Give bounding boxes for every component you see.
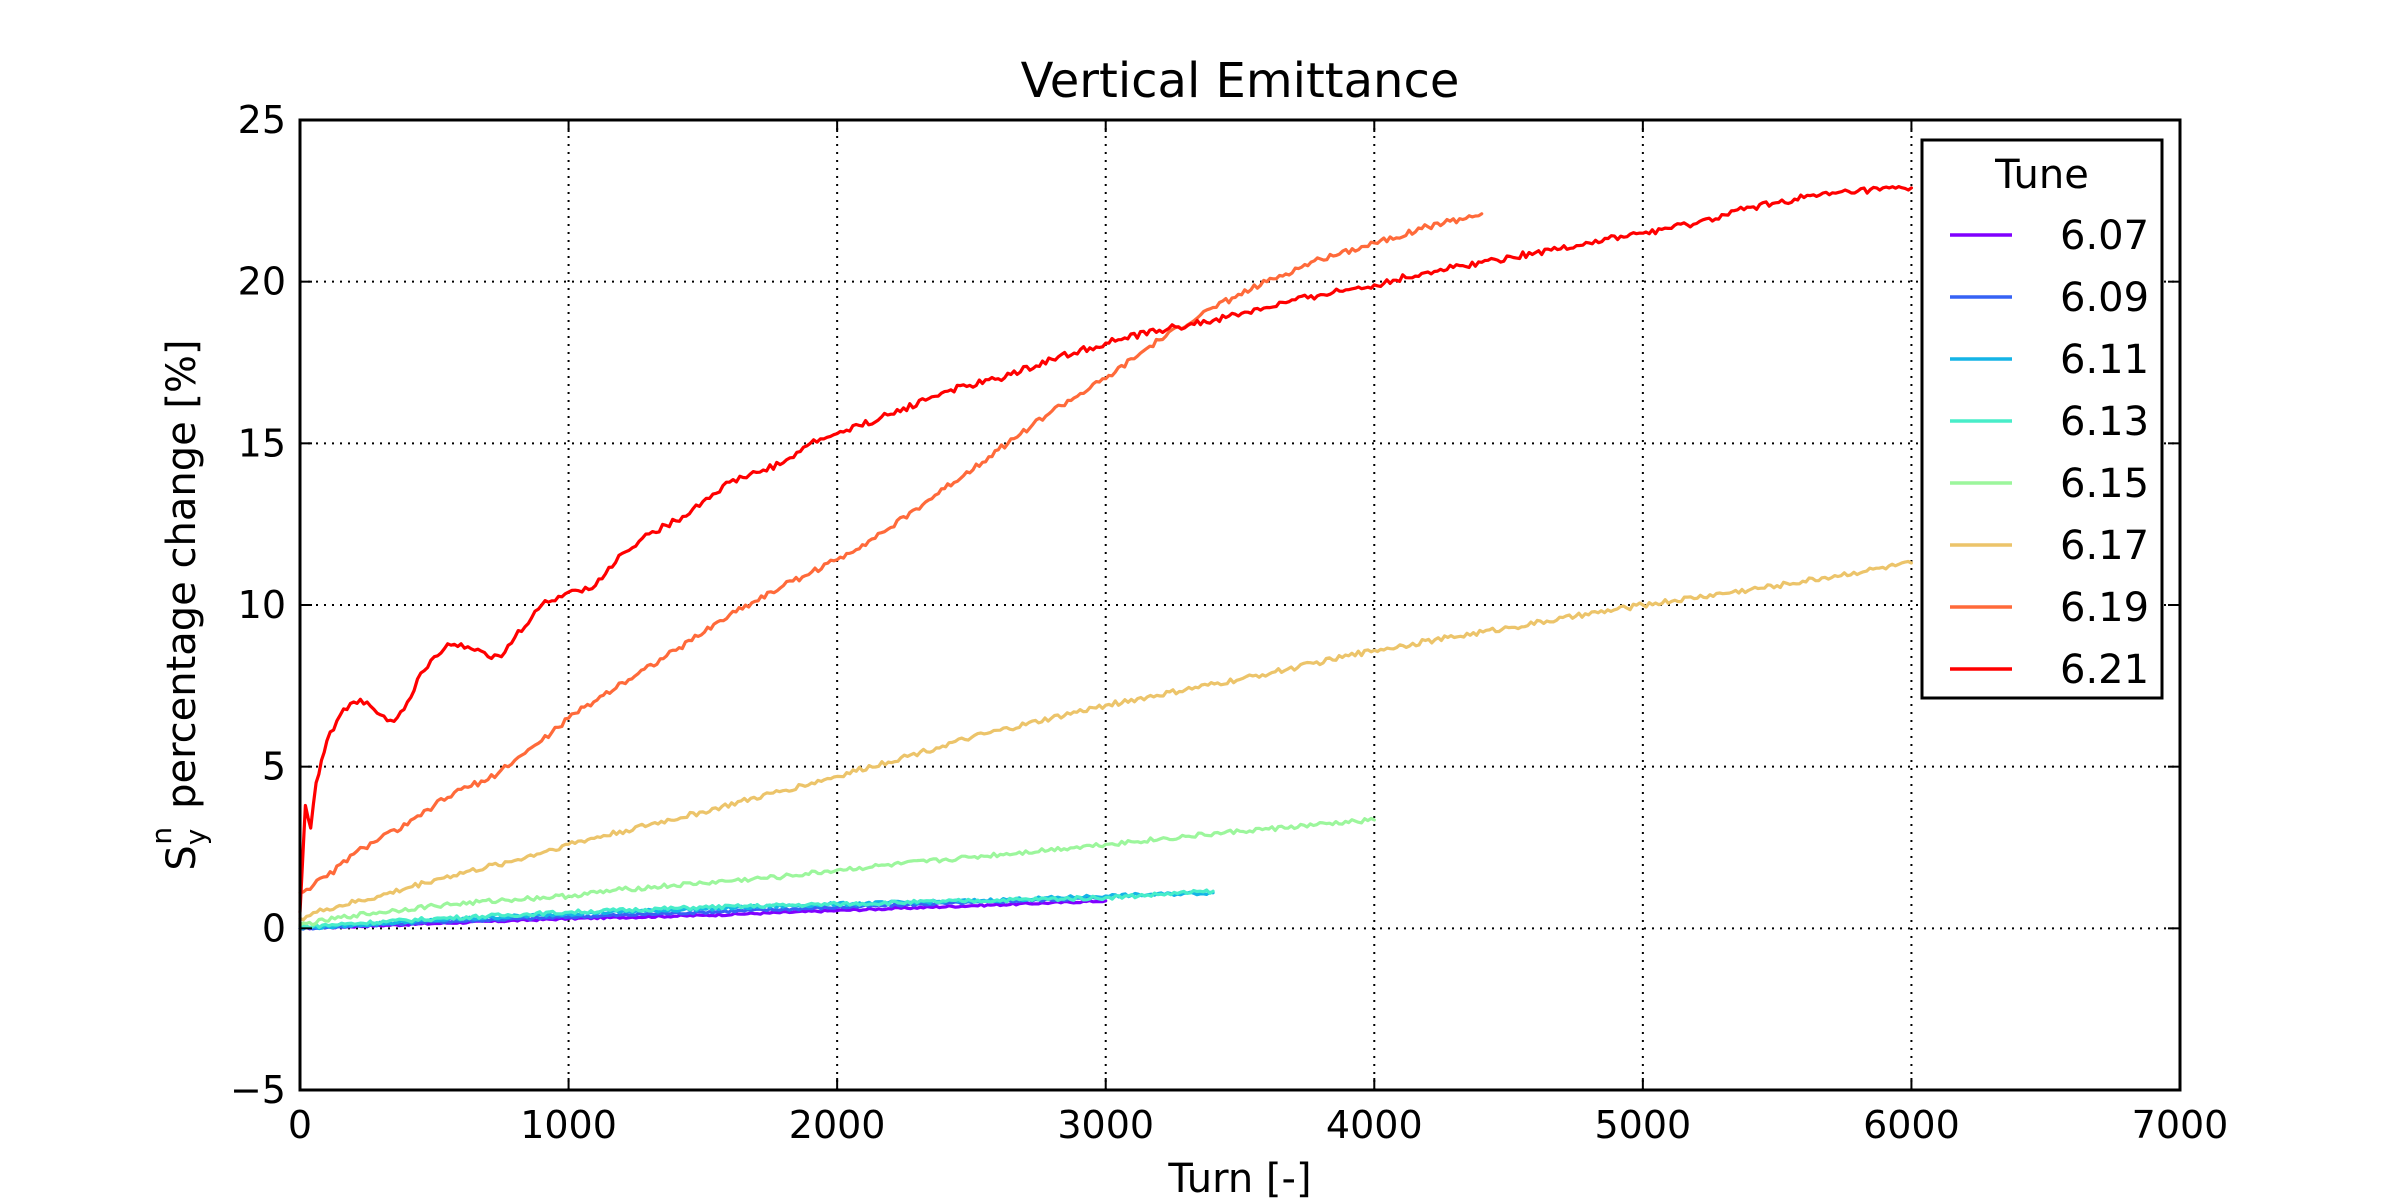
- series-line-6-21: [298, 185, 1914, 914]
- x-axis-label: Turn [-]: [1167, 1156, 1311, 1200]
- y-axis-label-subscript: y: [179, 829, 212, 846]
- legend-label: 6.11: [2060, 337, 2149, 383]
- axis-ticks: [299, 119, 2181, 1091]
- x-tick-label: 4000: [1326, 1103, 1423, 1147]
- legend-label: 6.09: [2060, 275, 2149, 321]
- x-tick-label: 5000: [1594, 1103, 1691, 1147]
- grid-lines: [300, 120, 2180, 1090]
- x-tick-labels: 0 1000 2000 3000 4000 5000 6000 7000: [288, 1103, 2228, 1147]
- y-tick-labels: −5 0 5 10 15 20 25: [230, 98, 286, 1112]
- legend-label: 6.13: [2060, 399, 2149, 445]
- y-tick-label: 5: [262, 745, 286, 789]
- series-line-6-17: [298, 559, 1914, 922]
- y-tick-label: 15: [238, 421, 286, 465]
- y-axis-label: Syn percentage change [%]: [145, 339, 212, 870]
- legend-label: 6.15: [2060, 461, 2149, 507]
- chart-title: Vertical Emittance: [1021, 53, 1460, 109]
- legend-items: 6.07 6.09 6.11 6.13 6.15 6.17 6.19 6.21: [1950, 213, 2149, 693]
- x-tick-label: 7000: [2132, 1103, 2229, 1147]
- x-tick-label: 6000: [1863, 1103, 1960, 1147]
- legend-label: 6.07: [2060, 213, 2149, 259]
- x-tick-label: 3000: [1057, 1103, 1154, 1147]
- legend-box: [1920, 138, 2164, 700]
- y-tick-label: 25: [238, 98, 286, 142]
- x-tick-label: 0: [288, 1103, 312, 1147]
- legend-label: 6.19: [2060, 585, 2149, 631]
- y-tick-label: 10: [238, 583, 286, 627]
- y-axis-label-symbol: S: [159, 845, 205, 870]
- series-lines: [298, 185, 1914, 931]
- legend-title: Tune: [1994, 152, 2089, 198]
- y-tick-label: 20: [238, 260, 286, 304]
- y-tick-label: −5: [230, 1068, 286, 1112]
- x-tick-label: 2000: [789, 1103, 886, 1147]
- legend-label: 6.21: [2060, 647, 2149, 693]
- series-line-6-19: [298, 212, 1484, 895]
- series-line-6-15: [298, 816, 1376, 927]
- y-axis-label-text: percentage change [%]: [159, 339, 205, 809]
- x-tick-label: 1000: [520, 1103, 617, 1147]
- series-line-6-13: [298, 888, 1215, 930]
- y-axis-label-superscript: n: [145, 827, 178, 845]
- legend: Tune 6.07 6.09 6.11 6.13 6.15 6.17 6.19 6.21: [1920, 138, 2164, 700]
- legend-label: 6.17: [2060, 523, 2149, 569]
- y-tick-label: 0: [262, 906, 286, 950]
